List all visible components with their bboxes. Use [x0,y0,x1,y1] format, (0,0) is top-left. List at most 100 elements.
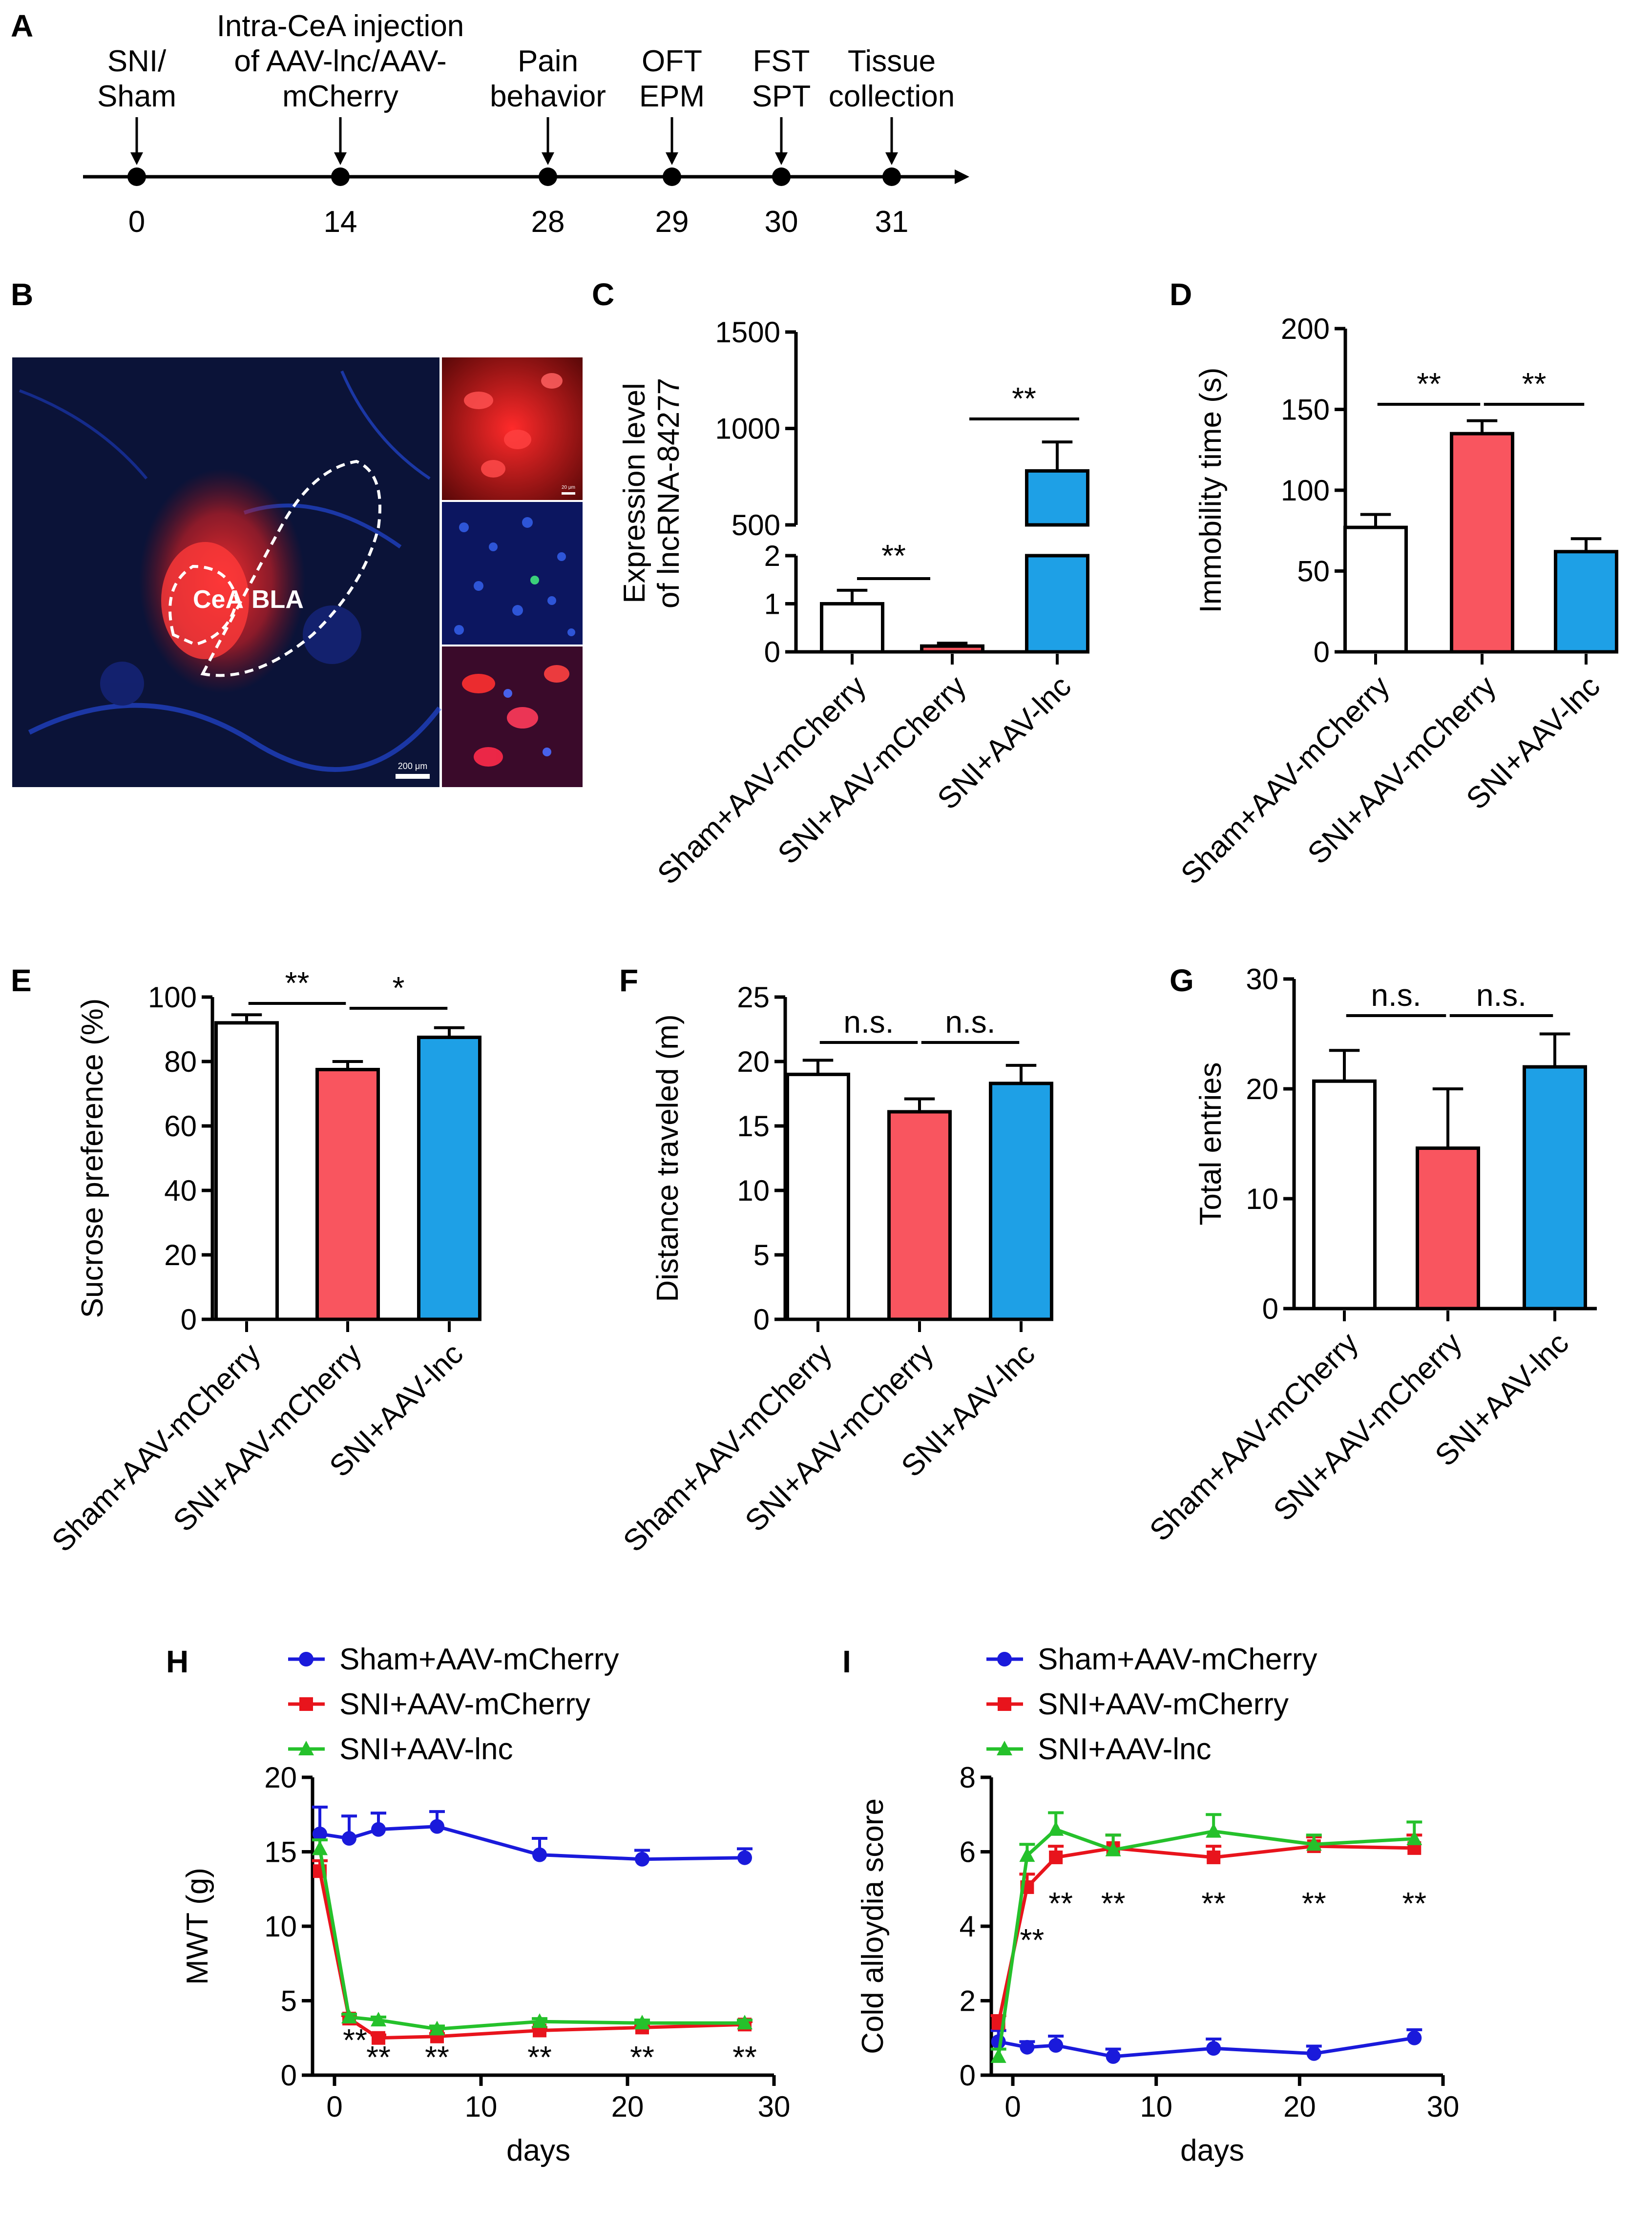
timeline-dot [772,167,791,186]
data-point [737,1850,752,1865]
significance-label: ** [630,2040,654,2075]
timeline-event-label: Intra-CeA injection [217,9,464,43]
bar [920,644,984,654]
data-point [312,1840,328,1855]
main-scale-bar-label: 200 μm [398,761,427,771]
timeline-event-label: Sham [97,80,176,113]
data-point [1306,1836,1322,1851]
data-point [1019,1847,1035,1862]
data-point [313,1826,327,1841]
timeline-event-label: Pain [518,44,578,78]
y-tick-label: 0 [960,2059,976,2092]
y-tick-label: 5 [753,1239,770,1271]
timeline-arrowhead [775,152,788,165]
y-tick-label: 100 [148,981,197,1014]
timeline-event-label: FST [753,44,810,78]
data-point [1105,1841,1121,1856]
y-axis-label: Expression level [618,383,651,603]
data-point [429,2020,445,2036]
data-point [371,1822,386,1837]
chart-h-mwt: 0 5 10 15 20 0 10 20 30 days MWT (g) Sham+AAV-mCher… [181,1643,790,2167]
data-point [532,1847,547,1862]
y-tick-label: 15 [264,1836,297,1869]
panel-letter-f: F [619,963,638,998]
timeline-dot [882,167,901,186]
chart-i-cold-allodynia: 0 2 4 6 8 0 10 20 30 days Cold alloydia score Sham+… [856,1643,1459,2167]
data-point [1207,1850,1221,1864]
timeline-day-label: 14 [324,205,357,239]
x-tick-label: SNI+AAV-mCherry [1301,669,1503,871]
series-line [997,1844,1415,2023]
y-tick-label: 0 [1262,1292,1278,1325]
x-tick-label: SNI+AAV-mCherry [1267,1326,1468,1527]
timeline-arrowhead [542,152,554,165]
panel-letter-e: E [11,963,32,998]
y-tick-label: 30 [1246,963,1278,996]
timeline-event-label: behavior [490,80,606,113]
significance-label: n.s. [945,1004,995,1040]
data-point [341,2009,357,2024]
chart-e-sucrose-preference: 020406080100Sham+AAV-mCherrySNI+AAV-mChe… [45,965,481,1559]
significance-label: ** [527,2040,552,2075]
y-tick-label: 0 [281,2059,297,2092]
data-point [532,2013,547,2028]
y-tick-label: 150 [1281,394,1330,426]
bla-outline [200,459,381,677]
significance-label: ** [1048,1886,1073,1921]
data-point [342,1831,356,1846]
y-axis-label: of lncRNA-84277 [652,378,686,608]
significance-label: ** [1402,1886,1426,1921]
timeline-event-label: OFT [642,44,702,78]
y-tick-label: 20 [1246,1073,1278,1105]
significance-label: ** [1417,366,1441,401]
significance-label: n.s. [843,1004,894,1040]
x-axis-label: days [1180,2134,1244,2167]
y-tick-label: 100 [1281,474,1330,507]
data-point [372,2031,385,2045]
inset-scale-bar [562,492,575,495]
x-tick-label: 30 [1427,2090,1460,2123]
y-tick-label: 0 [1314,636,1330,668]
x-axis-label: days [506,2134,570,2167]
y-tick-label: 15 [737,1110,770,1143]
y-tick-label: 20 [164,1239,197,1271]
bar [315,1068,380,1321]
bar [1416,1146,1480,1311]
data-point [1407,2030,1422,2045]
x-tick-label: 10 [1140,2090,1172,2123]
main-scale-bar [396,774,430,779]
y-tick-label: 1000 [715,413,780,445]
x-tick-label: 0 [1004,2090,1021,2123]
timeline-event-label: EPM [639,80,705,113]
timeline-event-label: of AAV-lnc/AAV- [234,44,446,78]
bar [417,1036,481,1321]
timeline-day-label: 0 [128,205,145,239]
timeline-day-label: 29 [655,205,689,239]
bar [1025,469,1089,527]
y-tick-label: 1500 [715,316,780,349]
bar [214,1021,279,1321]
y-tick-label: 20 [264,1761,297,1794]
data-point [737,2015,753,2030]
y-axis-label: MWT (g) [181,1868,214,1985]
y-tick-label: 5 [281,1985,297,2018]
timeline-event-label: mCherry [282,80,398,113]
x-tick-label: 20 [1283,2090,1316,2123]
legend-marker [997,1741,1012,1755]
y-tick-label: 8 [960,1761,976,1794]
y-axis-label: Cold alloydia score [856,1798,890,2054]
y-tick-label: 60 [164,1110,197,1143]
legend-marker [998,1697,1011,1711]
timeline-dot [127,167,146,186]
y-tick-label: 40 [164,1174,197,1207]
panel-letter-h: H [166,1644,188,1679]
data-point [1020,2040,1035,2055]
legend-label: SNI+AAV-lnc [339,1732,513,1766]
data-point [371,2012,386,2027]
x-tick-label: SNI+AAV-mCherry [167,1337,368,1538]
timeline-day-label: 30 [765,205,798,239]
data-point [1406,1830,1422,1845]
chart-c-lncrna-expression: 01250010001500Sham+AAV-mCherrySNI+AAV-mC… [618,316,1089,891]
